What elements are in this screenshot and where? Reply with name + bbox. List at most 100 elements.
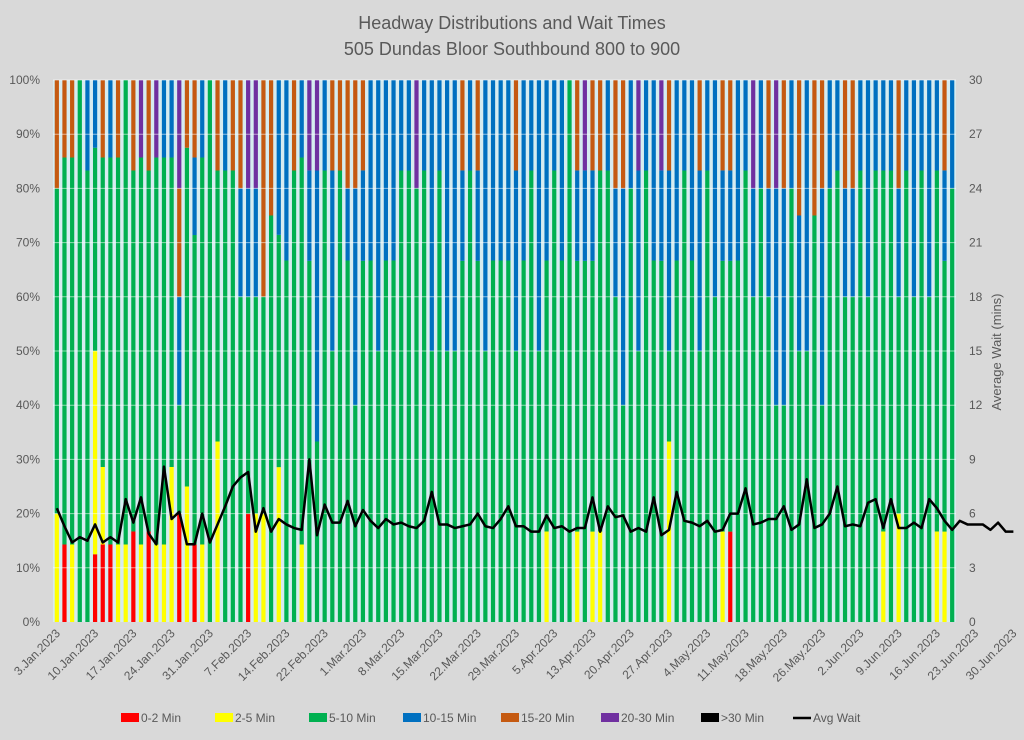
legend-swatch [601, 713, 619, 722]
bar-segment-5-10-min [682, 170, 687, 622]
left-tick-label: 50% [16, 344, 40, 358]
bar-segment-10-15-min [383, 80, 388, 261]
bar-segment-15-20-min [70, 80, 75, 158]
bar-segment-5-10-min [582, 260, 587, 622]
bar-stack [835, 80, 840, 622]
bar-segment-10-15-min [552, 80, 557, 171]
bar-segment-5-10-min [391, 260, 396, 622]
bar-segment-5-10-min [368, 260, 373, 622]
bar-stack [536, 80, 542, 622]
bar-segment-2-5-min [169, 466, 174, 622]
bar-segment-5-10-min [743, 170, 748, 622]
bar-segment-5-10-min [460, 260, 465, 622]
bar-segment-10-15-min [345, 188, 350, 261]
bar-segment-5-10-min [643, 170, 649, 622]
bar-stack [437, 80, 442, 622]
left-tick-label: 60% [16, 290, 40, 304]
bar-segment-5-10-min [942, 260, 947, 532]
bar-segment-2-5-min [200, 544, 205, 622]
bar-segment-2-5-min [161, 544, 167, 622]
bar-stack [651, 80, 656, 622]
bar-segment-5-10-min [812, 215, 817, 622]
legend-item: 20-30 Min [601, 711, 674, 725]
bar-segment-15-20-min [230, 80, 235, 171]
bar-segment-10-15-min [720, 170, 725, 261]
bar-segment-20-30-min [659, 80, 664, 171]
bar-segment-10-15-min [85, 80, 90, 171]
bar-segment-10-15-min [735, 80, 741, 261]
bar-segment-5-10-min [858, 170, 863, 622]
bar-segment-5-10-min [506, 260, 511, 622]
bar-stack [590, 80, 595, 622]
bar-segment-5-10-min [192, 235, 197, 545]
bar-segment-10-15-min [284, 80, 289, 261]
bar-stack [383, 80, 388, 622]
bar-segment-5-10-min [291, 170, 297, 622]
bar-segment-10-15-min [529, 80, 534, 171]
bar-segment-15-20-min [192, 80, 197, 158]
bar-segment-2-5-min [720, 531, 725, 622]
bar-segment-10-15-min [483, 80, 488, 351]
right-tick-label: 3 [969, 561, 976, 575]
legend-label: >30 Min [721, 711, 764, 725]
bar-stack [445, 80, 450, 622]
bar-segment-10-15-min [521, 80, 526, 261]
bar-segment-15-20-min [812, 80, 817, 216]
bar-segment-5-10-min [467, 170, 473, 622]
bar-stack [368, 80, 373, 622]
bar-segment-2-5-min [138, 544, 144, 622]
bar-segment-10-15-min [873, 80, 878, 171]
bar-segment-5-10-min [590, 260, 595, 532]
bar-segment-5-10-min [169, 157, 174, 467]
bar-segment-15-20-min [268, 80, 274, 216]
left-tick-label: 100% [9, 73, 40, 87]
bar-stack [544, 80, 549, 622]
bar-stack [376, 80, 381, 622]
bar-segment-15-20-min [942, 80, 947, 171]
right-tick-label: 18 [969, 290, 983, 304]
bar-segment-15-20-min [62, 80, 67, 158]
bar-stack [422, 80, 427, 622]
bar-segment-5-10-min [337, 170, 343, 622]
bar-segment-5-10-min [835, 170, 840, 622]
bar-segment-15-20-min [575, 80, 580, 171]
legend-item: 10-15 Min [403, 711, 476, 725]
bar-segment-5-10-min [735, 260, 741, 622]
bar-segment-5-10-min [697, 351, 702, 622]
bar-segment-15-20-min [460, 80, 465, 171]
bar-segment-5-10-min [513, 351, 519, 622]
legend-item: 5-10 Min [309, 711, 376, 725]
bar-segment-5-10-min [873, 170, 878, 622]
bar-segment-5-10-min [919, 170, 924, 622]
legend-item: Avg Wait [793, 711, 861, 725]
bar-stack [888, 80, 894, 622]
left-tick-label: 70% [16, 236, 40, 250]
right-tick-label: 0 [969, 615, 976, 629]
bar-segment-10-15-min [835, 80, 840, 171]
bar-segment-5-10-min [230, 170, 235, 622]
bar-segment-5-10-min [636, 351, 641, 622]
bar-segment-10-15-min [223, 80, 228, 171]
bar-segment-15-20-min [215, 80, 220, 171]
bar-segment-5-10-min [330, 351, 335, 622]
bar-segment-5-10-min [666, 351, 672, 442]
bar-segment-0-2-min [108, 544, 113, 622]
bar-stack [429, 80, 434, 622]
bar-segment-5-10-min [215, 170, 220, 442]
bar-segment-10-15-min [437, 80, 442, 171]
legend-swatch [309, 713, 327, 722]
bar-stack [942, 80, 947, 622]
bar-segment-15-20-min [666, 80, 672, 171]
bar-segment-10-15-min [307, 170, 312, 261]
bar-stack [330, 80, 335, 622]
bar-segment-10-15-min [536, 80, 542, 351]
bar-segment-5-10-min [475, 260, 480, 622]
bar-segment-10-15-min [666, 170, 672, 351]
bar-segment-10-15-min [904, 80, 909, 171]
bar-segment-5-10-min [651, 260, 656, 622]
bar-segment-20-30-min [138, 80, 144, 158]
bar-segment-10-15-min [705, 80, 710, 171]
bar-segment-5-10-min [184, 147, 190, 487]
